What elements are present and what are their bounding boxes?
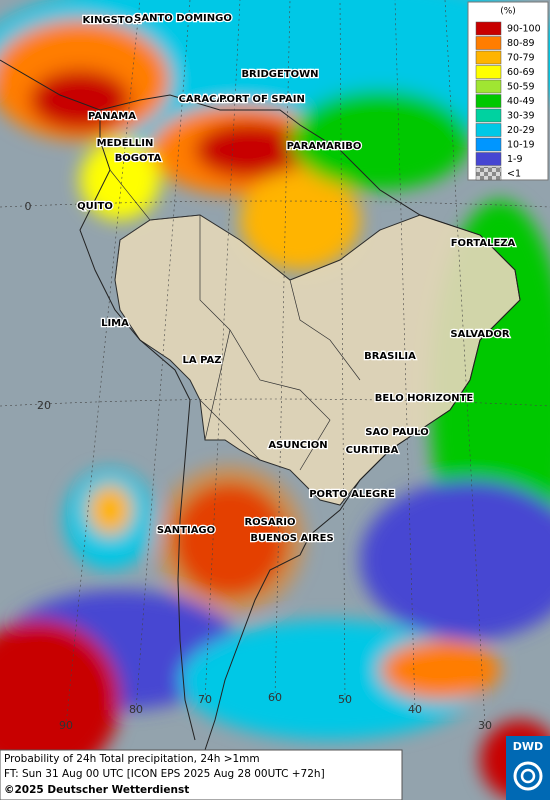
graticule <box>0 0 550 727</box>
logo-icon <box>520 768 536 784</box>
coastline <box>0 59 521 751</box>
legend-swatch <box>475 36 502 50</box>
city-label: ASUNCION <box>268 440 327 451</box>
grid-label: 20 <box>37 399 51 412</box>
city-label: SALVADOR <box>450 329 510 340</box>
legend-swatch <box>475 21 502 36</box>
city-label: SANTIAGO <box>157 525 215 536</box>
legend-swatch <box>475 166 502 181</box>
legend-swatch <box>475 123 502 137</box>
logo-icon <box>513 761 543 791</box>
city-label: LIMA <box>101 318 129 329</box>
city-label: SAO PAULO <box>365 427 428 438</box>
grid-label: 70 <box>198 693 212 706</box>
legend-label: 70-79 <box>507 53 535 64</box>
legend-swatch <box>475 137 502 152</box>
copyright: ©2025 Deutscher Wetterdienst <box>4 784 189 796</box>
footer-line: FT: Sun 31 Aug 00 UTC [ICON EPS 2025 Aug… <box>4 768 325 780</box>
legend-label: 90-100 <box>507 24 541 35</box>
legend-swatch <box>475 152 502 166</box>
city-label: PORTO ALEGRE <box>309 489 395 500</box>
legend: (%) 90-100 80-89 70-79 60-69 50-59 40-49 30-39… <box>467 1 549 181</box>
city-label: FORTALEZA <box>451 238 516 249</box>
legend-label: 10-19 <box>507 140 535 151</box>
grid-label: 0 <box>25 200 32 213</box>
legend-swatch <box>475 65 502 79</box>
city-label: CURITIBA <box>346 445 399 456</box>
footer-line: Probability of 24h Total precipitation, … <box>4 753 260 765</box>
city-label: QUITO <box>77 201 113 212</box>
grid-label: 40 <box>408 703 422 716</box>
city-label: PANAMA <box>88 111 136 122</box>
borders <box>109 169 361 471</box>
city-label: MEDELLIN <box>97 138 154 149</box>
grid-label: 30 <box>478 719 492 732</box>
city-label: LA PAZ <box>183 355 222 366</box>
legend-label: 80-89 <box>507 38 535 49</box>
city-label: BRASILIA <box>364 351 416 362</box>
city-label: PORT OF SPAIN <box>219 94 305 105</box>
legend-swatch <box>475 108 502 123</box>
legend-label: 20-29 <box>507 125 535 136</box>
grid-label: 80 <box>129 703 143 716</box>
footer-box <box>0 749 403 800</box>
legend-title: (%) <box>500 7 516 17</box>
city-label: KINGSTON <box>83 15 142 26</box>
legend-swatch <box>475 79 502 94</box>
legend-swatch <box>475 94 502 108</box>
legend-swatch <box>475 50 502 65</box>
legend-label: 40-49 <box>507 96 535 107</box>
grid-label: 50 <box>338 693 352 706</box>
legend-label: <1 <box>507 169 521 180</box>
legend-label: 1-9 <box>507 154 523 165</box>
legend-label: 50-59 <box>507 82 535 93</box>
city-label: BUENOS AIRES <box>250 533 333 544</box>
city-label: BOGOTA <box>115 153 162 164</box>
city-label: CARACAS <box>179 94 232 105</box>
city-label: PARAMARIBO <box>287 141 362 152</box>
logo-text: DWD <box>513 740 543 753</box>
city-label: BELO HORIZONTE <box>375 393 474 404</box>
city-label: BRIDGETOWN <box>241 69 318 80</box>
grid-label: 60 <box>268 691 282 704</box>
city-label: SANTO DOMINGO <box>134 13 232 24</box>
legend-label: 30-39 <box>507 111 535 122</box>
legend-label: 60-69 <box>507 67 535 78</box>
grid-label: 90 <box>59 719 73 732</box>
city-label: ROSARIO <box>244 517 295 528</box>
